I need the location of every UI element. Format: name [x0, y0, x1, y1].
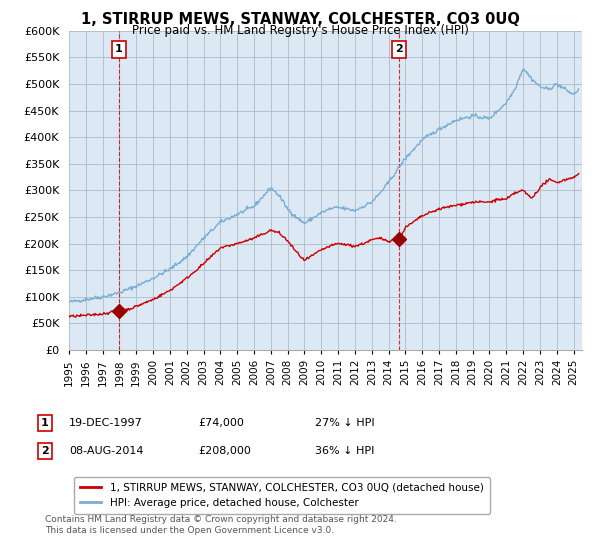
- Text: Contains HM Land Registry data © Crown copyright and database right 2024.
This d: Contains HM Land Registry data © Crown c…: [45, 515, 397, 535]
- Text: Price paid vs. HM Land Registry's House Price Index (HPI): Price paid vs. HM Land Registry's House …: [131, 24, 469, 36]
- Text: 1: 1: [115, 44, 123, 54]
- Text: 2: 2: [395, 44, 403, 54]
- Text: £208,000: £208,000: [198, 446, 251, 456]
- Text: 1: 1: [41, 418, 49, 428]
- Legend: 1, STIRRUP MEWS, STANWAY, COLCHESTER, CO3 0UQ (detached house), HPI: Average pri: 1, STIRRUP MEWS, STANWAY, COLCHESTER, CO…: [74, 477, 490, 514]
- Text: 19-DEC-1997: 19-DEC-1997: [69, 418, 143, 428]
- Text: 1, STIRRUP MEWS, STANWAY, COLCHESTER, CO3 0UQ: 1, STIRRUP MEWS, STANWAY, COLCHESTER, CO…: [80, 12, 520, 27]
- Text: 2: 2: [41, 446, 49, 456]
- Text: £74,000: £74,000: [198, 418, 244, 428]
- Text: 08-AUG-2014: 08-AUG-2014: [69, 446, 143, 456]
- Text: 27% ↓ HPI: 27% ↓ HPI: [315, 418, 374, 428]
- Text: 36% ↓ HPI: 36% ↓ HPI: [315, 446, 374, 456]
